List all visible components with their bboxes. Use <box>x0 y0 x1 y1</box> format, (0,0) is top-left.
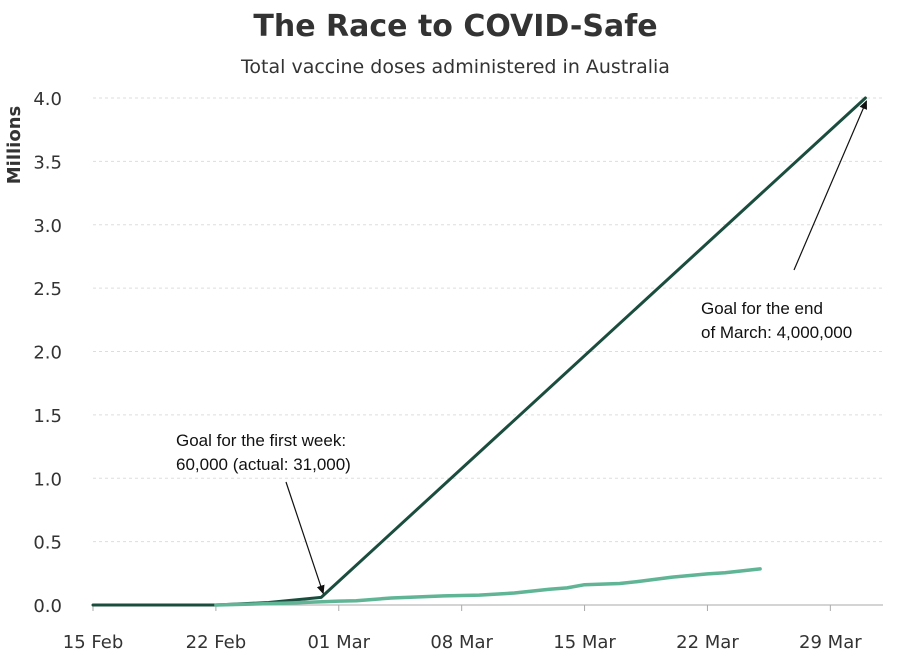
y-tick-label: 3.0 <box>33 216 62 237</box>
x-tick-label: 22 Feb <box>186 632 247 653</box>
x-tick-label: 22 Mar <box>676 632 739 653</box>
x-tick-label: 01 Mar <box>307 632 370 653</box>
x-tick-label: 08 Mar <box>430 632 493 653</box>
actual-series-line <box>214 567 762 607</box>
y-tick-label: 2.5 <box>33 279 62 300</box>
y-tick-label: 0.0 <box>33 596 62 617</box>
gridlines <box>93 97 883 543</box>
annotation-text: Goal for the end <box>701 299 823 318</box>
x-tick-label: 15 Feb <box>63 632 124 653</box>
annotation-text: 60,000 (actual: 31,000) <box>176 455 351 474</box>
y-tick-label: 3.5 <box>33 152 62 173</box>
annotations: Goal for the first week: 60,000 (actual: … <box>176 100 867 595</box>
chart-title: The Race to COVID-Safe <box>253 9 658 44</box>
y-tick-label: 1.0 <box>33 469 62 490</box>
y-tick-label: 4.0 <box>33 89 62 110</box>
y-axis-label: Millions <box>4 106 25 185</box>
series <box>91 96 867 607</box>
chart-subtitle: Total vaccine doses administered in Aust… <box>241 56 670 78</box>
x-tick-label: 29 Mar <box>799 632 862 653</box>
annotation-arrow <box>793 100 867 271</box>
annotation-text: of March: 4,000,000 <box>701 323 852 342</box>
axes: 0.0 0.5 1.0 1.5 2.0 2.5 3.0 3.5 4.0 15 Feb 22 Feb 0… <box>33 89 883 653</box>
x-tick-label: 15 Mar <box>553 632 616 653</box>
y-tick-label: 1.5 <box>33 406 62 427</box>
annotation-arrow <box>285 481 325 595</box>
y-tick-label: 2.0 <box>33 343 62 364</box>
annotation-text: Goal for the first week: <box>176 431 346 450</box>
y-tick-label: 0.5 <box>33 533 62 554</box>
